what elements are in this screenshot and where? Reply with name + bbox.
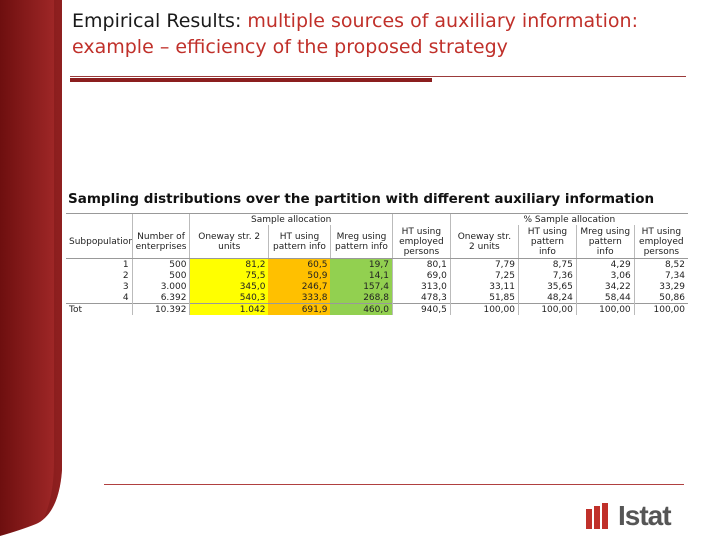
- col-header-subpopulation: Subpopulation: [66, 225, 133, 259]
- cell-oneway1: 81,2: [189, 258, 269, 270]
- col-header-enterprises: Number of enterprises: [131, 225, 190, 259]
- cell-enterprises: 500: [131, 270, 190, 281]
- group-header-sample-allocation: Sample allocation: [189, 213, 393, 225]
- total-mreg1: 460,0: [330, 303, 393, 315]
- cell-ht1: 333,8: [268, 292, 331, 304]
- col-header-oneway1: Oneway str. 2 units: [189, 225, 269, 259]
- col-header-oneway2: Oneway str. 2 units: [449, 225, 519, 259]
- cell-mreg2: 4,29: [575, 258, 635, 270]
- cell-ht2: 35,65: [517, 281, 577, 292]
- cell-ht2: 7,36: [517, 270, 577, 281]
- total-ht2: 100,00: [517, 303, 577, 315]
- col-header-htemp1: HT using employed persons: [391, 225, 451, 259]
- cell-mreg1: 19,7: [330, 258, 393, 270]
- total-htemp1: 940,5: [391, 303, 451, 315]
- col-header-mreg2: Mreg using pattern info: [575, 225, 635, 259]
- cell-htemp1: 69,0: [391, 270, 451, 281]
- istat-logo-text: Istat: [618, 500, 672, 531]
- cell-htemp2: 50,86: [633, 292, 688, 304]
- cell-mreg2: 3,06: [575, 270, 635, 281]
- total-ht1: 691,9: [268, 303, 331, 315]
- row-label: 3: [122, 281, 129, 292]
- title-prefix: Empirical Results:: [72, 10, 248, 32]
- title-accent-line2: example – efficiency of the proposed str…: [72, 36, 508, 58]
- cell-ht1: 60,5: [268, 258, 331, 270]
- col-header-ht2: HT using pattern info: [517, 225, 577, 259]
- cell-ht2: 48,24: [517, 292, 577, 304]
- cell-enterprises: 6.392: [131, 292, 190, 304]
- table-group-header-row: Sample allocation % Sample allocation: [66, 213, 688, 225]
- cell-mreg1: 14,1: [330, 270, 393, 281]
- total-oneway1: 1.042: [189, 303, 269, 315]
- cell-ht1: 50,9: [268, 270, 331, 281]
- total-mreg2: 100,00: [575, 303, 635, 315]
- cell-enterprises: 500: [131, 258, 190, 270]
- table-subtitle: Sampling distributions over the partitio…: [68, 191, 655, 207]
- cell-oneway1: 345,0: [189, 281, 269, 292]
- cell-oneway2: 7,79: [449, 258, 519, 270]
- page-title: Empirical Results: multiple sources of a…: [72, 8, 692, 60]
- row-label: 2: [122, 270, 129, 281]
- table-header-row: Subpopulation Number of enterprises Onew…: [66, 225, 688, 259]
- group-header-pct-sample-allocation: % Sample allocation: [449, 213, 688, 225]
- table-row: 4 6.392 540,3 333,8 268,8 478,3 51,85 48…: [66, 292, 688, 304]
- cell-htemp2: 8,52: [633, 258, 688, 270]
- decorative-left-band: [0, 0, 64, 540]
- cell-oneway2: 33,11: [449, 281, 519, 292]
- cell-oneway2: 51,85: [449, 292, 519, 304]
- title-rule-thick: [70, 78, 432, 82]
- istat-logo-icon: [586, 503, 608, 529]
- total-enterprises: 10.392: [131, 303, 190, 315]
- table-row: 2 500 75,5 50,9 14,1 69,0 7,25 7,36 3,06…: [66, 270, 688, 281]
- cell-htemp2: 33,29: [633, 281, 688, 292]
- footer-rule: [104, 484, 684, 485]
- table-row: 1 500 81,2 60,5 19,7 80,1 7,79 8,75 4,29…: [66, 258, 688, 270]
- row-label: 1: [122, 259, 129, 270]
- cell-enterprises: 3.000: [131, 281, 190, 292]
- total-oneway2: 100,00: [449, 303, 519, 315]
- cell-htemp2: 7,34: [633, 270, 688, 281]
- total-htemp2: 100,00: [633, 303, 688, 315]
- cell-oneway1: 540,3: [189, 292, 269, 304]
- cell-oneway1: 75,5: [189, 270, 269, 281]
- cell-htemp1: 313,0: [391, 281, 451, 292]
- cell-htemp1: 478,3: [391, 292, 451, 304]
- cell-htemp1: 80,1: [391, 258, 451, 270]
- istat-logo: Istat: [586, 500, 686, 532]
- allocation-table: Sample allocation % Sample allocation Su…: [66, 213, 688, 331]
- col-header-ht1: HT using pattern info: [267, 225, 331, 259]
- cell-oneway2: 7,25: [449, 270, 519, 281]
- title-rule-thin: [70, 76, 686, 77]
- title-accent-line1: multiple sources of auxiliary informatio…: [247, 10, 638, 32]
- col-header-htemp2: HT using employed persons: [633, 225, 688, 259]
- decorative-swoosh-icon: [0, 0, 62, 536]
- cell-ht2: 8,75: [517, 258, 577, 270]
- cell-mreg1: 157,4: [330, 281, 393, 292]
- table-total-row: Tot 10.392 1.042 691,9 460,0 940,5 100,0…: [66, 303, 688, 315]
- cell-mreg2: 58,44: [575, 292, 635, 304]
- row-label: 4: [122, 292, 129, 303]
- total-label: Tot: [66, 303, 133, 315]
- cell-mreg2: 34,22: [575, 281, 635, 292]
- cell-mreg1: 268,8: [330, 292, 393, 304]
- cell-ht1: 246,7: [268, 281, 331, 292]
- table-row: 3 3.000 345,0 246,7 157,4 313,0 33,11 35…: [66, 281, 688, 292]
- col-header-mreg1: Mreg using pattern info: [329, 225, 393, 259]
